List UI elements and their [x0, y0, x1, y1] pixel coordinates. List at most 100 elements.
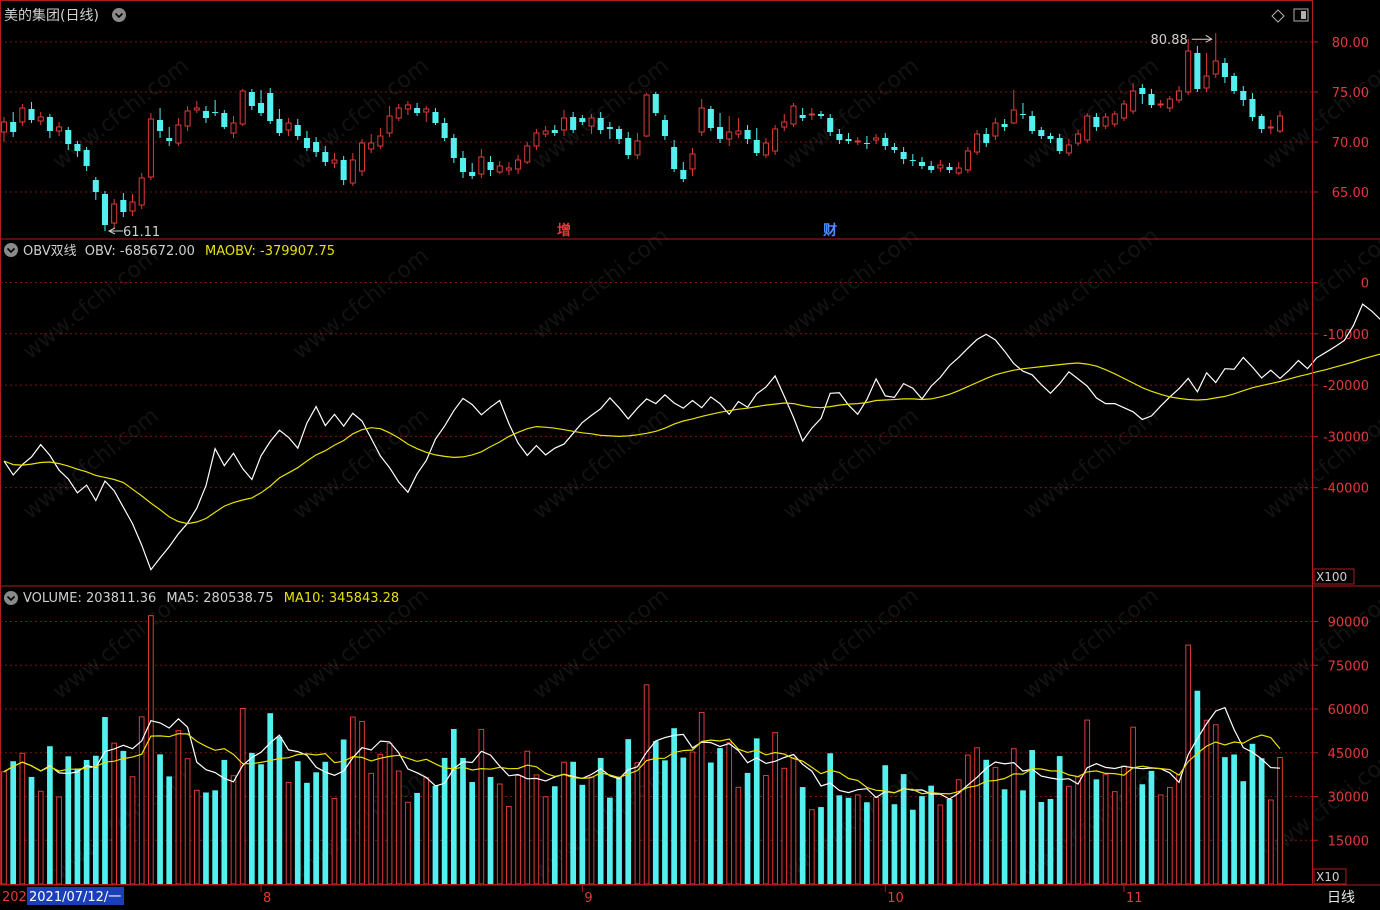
obv-line — [3, 303, 1380, 571]
obv-collapse-icon[interactable] — [4, 243, 18, 257]
volume-bar-down — [212, 790, 218, 884]
candle — [1212, 33, 1219, 78]
candle-body-down — [120, 200, 127, 212]
candle-body-down — [671, 147, 678, 169]
volume-bar-up — [533, 774, 540, 885]
volume-bar-down — [203, 792, 209, 884]
candle — [1231, 73, 1238, 94]
volume-bar-up — [790, 757, 797, 885]
volume-bar-up — [772, 732, 778, 885]
candle-body-up — [423, 108, 430, 113]
window-toggle-icon[interactable] — [1293, 8, 1309, 22]
candle-body-up — [726, 131, 733, 140]
volume-collapse-icon[interactable] — [4, 591, 18, 605]
volume-bar-up — [37, 790, 44, 885]
volume-panel[interactable] — [1, 615, 1283, 885]
candle — [322, 146, 329, 166]
candle — [441, 118, 448, 141]
ma5-line — [3, 706, 1281, 800]
candle — [946, 163, 953, 173]
volume-bar-up — [698, 711, 705, 885]
date-cursor[interactable]: 2021/07/12/一 — [27, 887, 124, 905]
candle-body-down — [744, 130, 751, 139]
volume-bar-up — [129, 776, 136, 885]
candle — [1075, 130, 1082, 146]
volume-bar-up — [1084, 719, 1091, 885]
candle — [964, 147, 971, 173]
volume-bar-down — [616, 776, 622, 884]
candle — [111, 199, 118, 228]
candle-body-down — [65, 130, 72, 144]
volume-bar-down — [267, 713, 274, 884]
candle-body-down — [928, 166, 935, 170]
volume-bar-down — [909, 809, 916, 884]
volume-bar-down — [28, 776, 35, 884]
candle — [744, 125, 751, 144]
candle-body-down — [221, 113, 228, 127]
candle — [184, 106, 191, 131]
watermark-text: www.cfchi.com — [528, 403, 673, 524]
volume-bar-down — [919, 796, 925, 884]
volume-bar-down — [928, 785, 935, 884]
candle-body-down — [313, 142, 320, 152]
candle — [817, 111, 825, 119]
volume-bar-up — [1121, 765, 1127, 885]
title-dropdown-icon[interactable] — [112, 8, 126, 22]
candle — [1029, 111, 1036, 134]
candle-body-down — [579, 118, 586, 122]
candle-body-down — [1019, 114, 1026, 115]
volume-bar-down — [249, 752, 255, 884]
candle-body-up — [129, 201, 136, 212]
candle — [193, 101, 200, 113]
volume-bar-down — [120, 750, 127, 884]
candle — [459, 151, 467, 178]
date-cursor-label: 2021/07/12/一 — [29, 890, 121, 905]
candle-body-up — [377, 135, 384, 147]
candle — [1102, 113, 1109, 129]
volume-bar-up — [643, 684, 650, 885]
obv-panel[interactable] — [3, 285, 1380, 571]
volume-bar-down — [487, 776, 494, 884]
candle — [496, 161, 503, 174]
candle — [1139, 84, 1146, 104]
volume-bar-down — [166, 776, 173, 884]
candle — [634, 133, 641, 159]
candle — [891, 143, 898, 153]
volume-bar-down — [294, 761, 301, 884]
candle-body-up — [111, 203, 118, 224]
volume-bar-down — [625, 739, 632, 884]
candle-body-down — [1056, 138, 1063, 151]
volume-bar-down — [1029, 750, 1035, 884]
candle-body-up — [386, 115, 393, 134]
volume-bar-up — [1102, 773, 1109, 885]
candle — [19, 104, 26, 126]
candle-body-down — [1221, 63, 1228, 77]
candle — [781, 114, 788, 131]
candle — [735, 118, 742, 138]
watermark-text: www.cfchi.com — [1258, 53, 1380, 174]
price-panel[interactable]: 80.88 61.11 增 财 — [0, 33, 1284, 240]
candle — [827, 114, 834, 136]
volume-tick-label: 15000 — [1328, 834, 1369, 849]
volume-legend: VOLUME: 203811.36 MA5: 280538.75 MA10: 3… — [23, 591, 399, 606]
obv-legend: OBV双线 OBV: -685672.00 MAOBV: -379907.75 — [23, 244, 335, 259]
candle — [845, 133, 852, 144]
volume-bar-down — [1240, 781, 1247, 884]
candle — [202, 106, 209, 123]
volume-bar-up — [1, 771, 7, 885]
volume-bar-up — [873, 796, 879, 885]
candle-body-down — [1093, 117, 1100, 127]
candle — [863, 136, 870, 149]
volume-bar-down — [441, 757, 448, 884]
volume-bar-down — [845, 797, 852, 884]
watermark-text: www.cfchi.com — [288, 243, 433, 364]
candle — [1120, 100, 1127, 121]
candle — [74, 141, 81, 157]
diamond-icon[interactable] — [1271, 9, 1285, 23]
candle — [377, 128, 384, 149]
candle-body-up — [1102, 116, 1109, 127]
period-label[interactable]: 日线 — [1327, 890, 1355, 906]
volume-bar-down — [1258, 758, 1265, 884]
volume-bar-down — [1093, 779, 1100, 884]
candle-body-down — [827, 118, 834, 132]
